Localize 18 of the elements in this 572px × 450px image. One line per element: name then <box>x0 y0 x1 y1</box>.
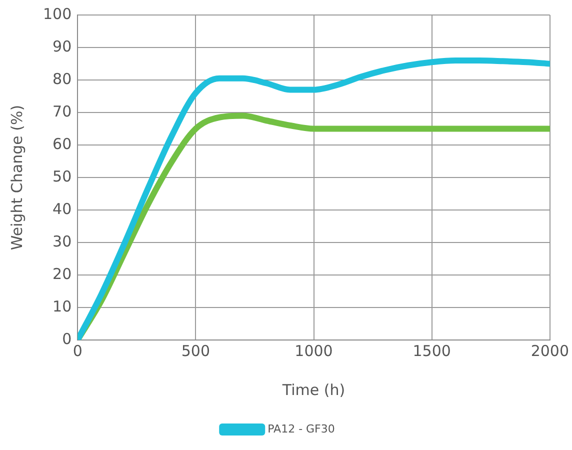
y-tick-label: 40 <box>52 200 72 218</box>
y-tick-label: 100 <box>42 4 72 23</box>
legend-label: PA12 - GF30 <box>268 422 335 436</box>
y-tick-label: 20 <box>52 264 72 283</box>
x-tick-label: 500 <box>181 342 210 360</box>
y-tick-label: 60 <box>52 134 72 153</box>
x-tick-label: 1000 <box>294 342 333 360</box>
y-tick-label: 50 <box>52 167 72 186</box>
y-tick-label: 10 <box>52 297 72 316</box>
y-tick-label: 80 <box>52 70 72 88</box>
x-tick-label: 1500 <box>412 342 451 360</box>
y-tick-label: 70 <box>52 102 72 120</box>
y-tick-label: 0 <box>62 330 72 348</box>
x-tick-label: 2000 <box>530 342 570 360</box>
y-axis-title: Weight Change (%) <box>8 104 26 250</box>
y-tick-label: 90 <box>52 37 72 56</box>
x-axis-title: Time (h) <box>281 380 346 399</box>
y-tick-label: 30 <box>52 232 72 250</box>
